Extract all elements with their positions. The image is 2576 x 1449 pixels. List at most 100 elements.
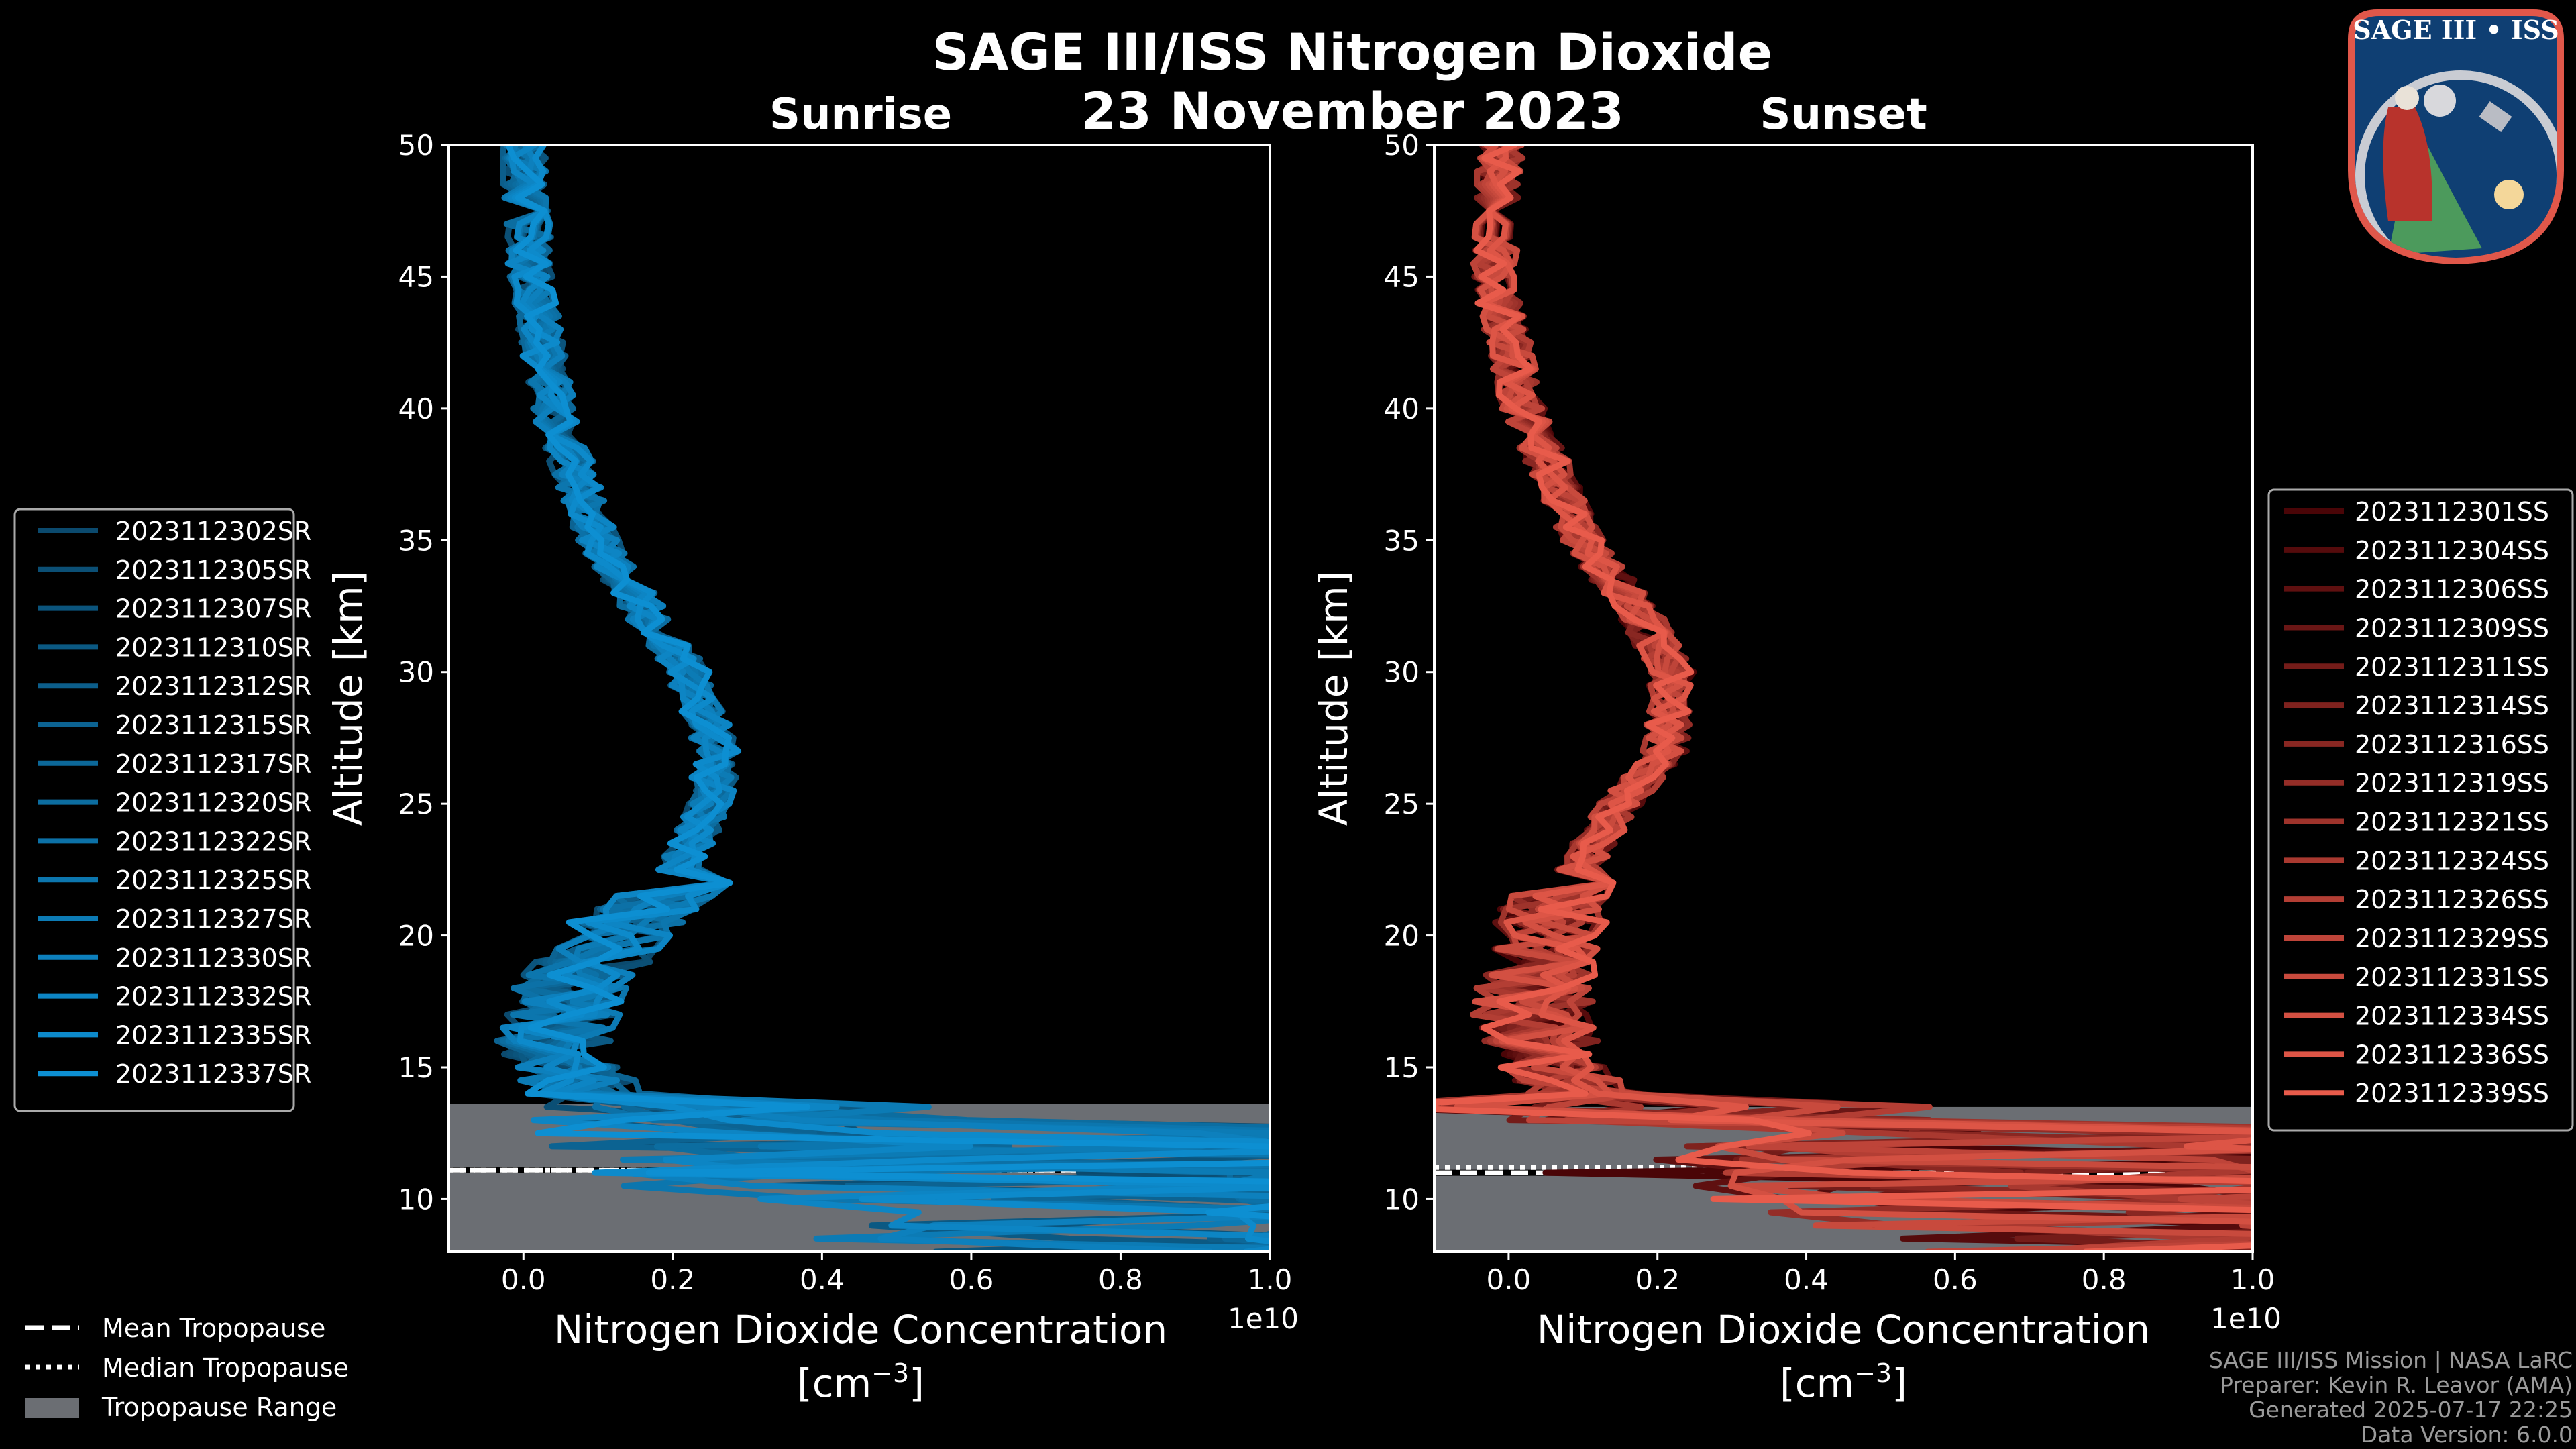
- sunset-legend: 2023112301SS 2023112304SS 2023112306SS 2023…: [2267, 488, 2574, 1132]
- footer-mission: SAGE III/ISS Mission | NASA LaRC: [2209, 1347, 2573, 1373]
- legend-label: 2023112302SR: [115, 517, 311, 546]
- sunrise-legend: 2023112302SR 2023112305SR 2023112307SR 2023…: [13, 508, 311, 1112]
- legend-label: 2023112330SR: [115, 943, 311, 973]
- y-tick-label: 40: [1384, 392, 1419, 425]
- y-tick-label: 25: [1384, 788, 1419, 820]
- legend-label: 2023112301SS: [2355, 497, 2549, 527]
- y-tick-label: 10: [398, 1183, 434, 1216]
- panel-title-sunrise: Sunrise: [769, 90, 952, 140]
- footer-preparer: Preparer: Kevin R. Leavor (AMA): [2220, 1372, 2573, 1398]
- profile-line-2023112322SR: [504, 145, 1270, 1252]
- mean-tropopause-label: Mean Tropopause: [102, 1313, 325, 1343]
- sunrise-plot: 10 15 20 25 30 35 40 45 50 0.0 0.2 0.4 0.6 0.8 1.0 1e10…: [325, 129, 1299, 1406]
- profile-line-2023112315SR: [494, 145, 1270, 1252]
- panel-title-sunset: Sunset: [1760, 90, 1927, 140]
- legend-label: 2023112326SS: [2355, 885, 2549, 914]
- legend-label: 2023112327SR: [115, 904, 311, 934]
- y-axis-label: Altitude [km]: [325, 571, 371, 826]
- profile-line-2023112337SR: [505, 145, 1270, 1220]
- x-tick-label: 0.2: [1635, 1263, 1680, 1296]
- profile-line-2023112336SS: [1480, 145, 2253, 1152]
- legend-label: 2023112335SR: [115, 1020, 311, 1050]
- profile-line-2023112312SR: [500, 145, 1270, 1246]
- sage-iii-iss-logo: SAGE III • ISS: [2348, 9, 2564, 264]
- legend-label: 2023112334SS: [2355, 1002, 2549, 1031]
- y-tick-label: 45: [1384, 260, 1419, 293]
- profile-line-2023112310SR: [515, 145, 1270, 1247]
- legend-label: 2023112336SS: [2355, 1040, 2549, 1069]
- legend-label: 2023112332SR: [115, 982, 311, 1012]
- x-tick-label: 0.8: [2082, 1263, 2127, 1296]
- x-tick-label: 0.8: [1098, 1263, 1143, 1296]
- x-tick-label: 0.6: [1933, 1263, 1978, 1296]
- y-tick-label: 30: [1384, 656, 1419, 689]
- legend-label: 2023112305SR: [115, 555, 311, 585]
- x-tick-label: 0.6: [949, 1263, 994, 1296]
- legend-label: 2023112306SS: [2355, 575, 2549, 604]
- x-scale-label: 1e10: [1228, 1302, 1299, 1335]
- x-tick-label: 0.4: [800, 1263, 845, 1296]
- y-tick-label: 50: [398, 129, 434, 162]
- profile-line-2023112307SR: [513, 145, 1270, 1252]
- legend-label: 2023112329SS: [2355, 924, 2549, 953]
- legend-label: 2023112310SR: [115, 633, 311, 662]
- legend-label: 2023112314SS: [2355, 691, 2549, 720]
- y-tick-label: 15: [398, 1051, 434, 1084]
- y-axis-label: Altitude [km]: [1311, 571, 1356, 826]
- profile-line-2023112334SS: [1454, 145, 2253, 1225]
- tropopause-legend: Mean Tropopause Median Tropopause Tropop…: [25, 1313, 349, 1422]
- legend-label: 2023112307SR: [115, 594, 311, 624]
- y-tick-label: 45: [398, 260, 434, 293]
- x-axis-label: Nitrogen Dioxide Concentration: [1537, 1307, 2150, 1352]
- legend-label: 2023112319SS: [2355, 769, 2549, 798]
- y-tick-label: 10: [1384, 1183, 1419, 1216]
- svg-text:SAGE III • ISS: SAGE III • ISS: [2353, 15, 2559, 45]
- axes-frame: [447, 144, 1271, 1253]
- sun-icon: [2494, 180, 2524, 209]
- y-tick-label: 50: [1384, 129, 1419, 162]
- x-tick-label: 0.2: [650, 1263, 695, 1296]
- axes-frame: [1433, 144, 2254, 1253]
- x-tick-label: 1.0: [2231, 1263, 2275, 1296]
- moon-icon: [2424, 85, 2456, 117]
- wizard-figure: [2383, 107, 2432, 221]
- legend-label: 2023112322SR: [115, 826, 311, 856]
- profile-line-2023112317SR: [502, 145, 1270, 1245]
- legend-label: 2023112337SR: [115, 1059, 311, 1089]
- figure-title: SAGE III/ISS Nitrogen Dioxide: [932, 22, 1772, 82]
- x-tick-label: 0.0: [501, 1263, 546, 1296]
- profile-line-2023112339SS: [1434, 145, 2253, 1252]
- x-tick-label: 0.4: [1784, 1263, 1829, 1296]
- iss-icon: [2479, 101, 2512, 132]
- x-axis-unit: [cm−3]: [1780, 1358, 1907, 1406]
- y-tick-label: 25: [398, 788, 434, 820]
- x-axis-unit: [cm−3]: [797, 1358, 924, 1406]
- legend-label: 2023112320SR: [115, 788, 311, 818]
- median-tropopause-label: Median Tropopause: [102, 1353, 349, 1383]
- legend-label: 2023112324SS: [2355, 846, 2549, 875]
- y-tick-label: 20: [398, 920, 434, 953]
- legend-label: 2023112315SR: [115, 710, 311, 740]
- x-axis-label: Nitrogen Dioxide Concentration: [554, 1307, 1167, 1352]
- y-tick-label: 30: [398, 656, 434, 689]
- profile-line-2023112305SR: [501, 145, 1270, 1252]
- profile-line-2023112335SR: [511, 145, 1270, 1245]
- legend-label: 2023112309SS: [2355, 613, 2549, 643]
- y-tick-label: 15: [1384, 1051, 1419, 1084]
- y-tick-label: 35: [398, 524, 434, 557]
- x-tick-label: 0.0: [1487, 1263, 1532, 1296]
- legend-frame: [13, 508, 295, 1112]
- figure-date: 23 November 2023: [1081, 81, 1624, 141]
- legend-label: 2023112331SS: [2355, 963, 2549, 992]
- legend-label: 2023112311SS: [2355, 652, 2549, 682]
- tropopause-range-swatch: [25, 1398, 79, 1418]
- profile-line-2023112325SR: [502, 145, 1270, 1252]
- x-scale-label: 1e10: [2210, 1302, 2282, 1335]
- x-tick-label: 1.0: [1248, 1263, 1293, 1296]
- legend-label: 2023112312SR: [115, 672, 311, 701]
- profile-line-2023112332SR: [504, 145, 1270, 1252]
- footer-credits: SAGE III/ISS Mission | NASA LaRC Prepare…: [2209, 1347, 2573, 1448]
- legend-label: 2023112304SS: [2355, 536, 2549, 566]
- legend-label: 2023112316SS: [2355, 730, 2549, 759]
